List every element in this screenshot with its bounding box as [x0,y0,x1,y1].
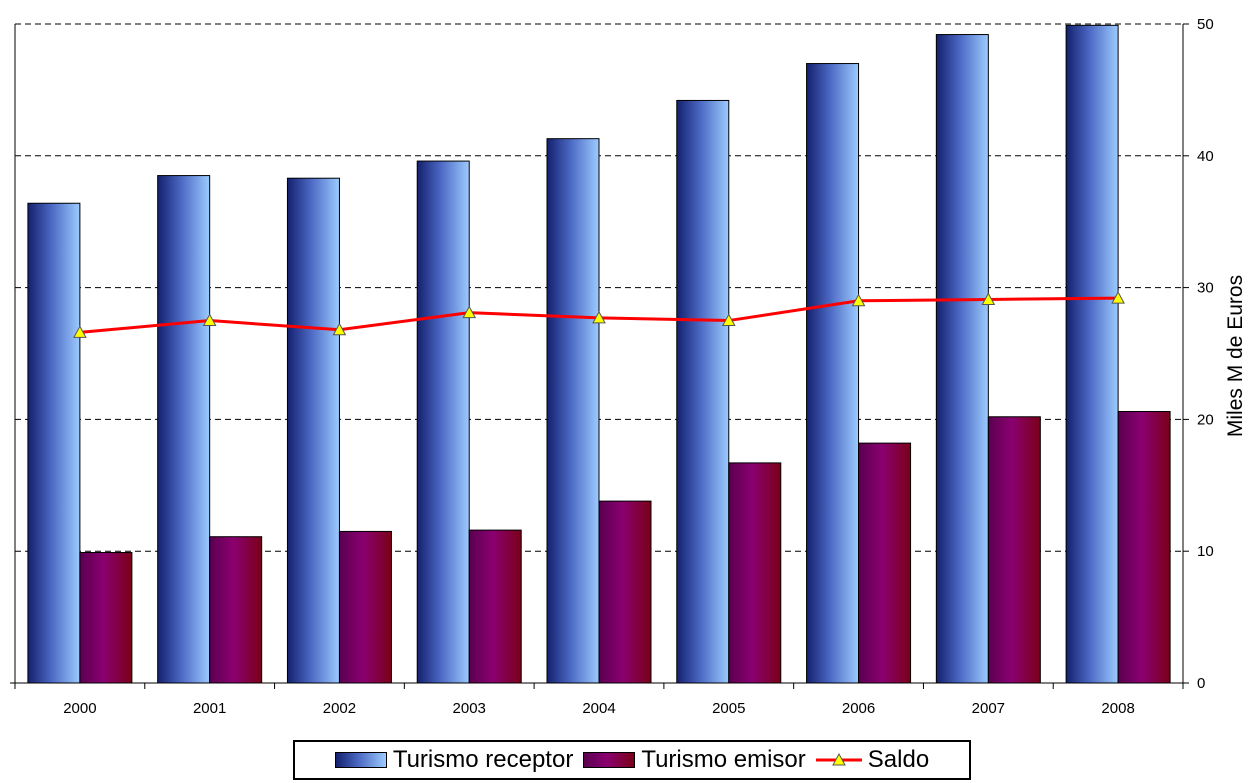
bars [27,24,1171,684]
x-tick-label-2004: 2004 [582,700,615,717]
saldo-line-layer [73,291,1125,338]
legend-label-receptor: Turismo receptor [392,746,574,773]
bar-receptor-2001 [157,175,211,684]
x-tick-label-2008: 2008 [1101,700,1134,717]
bar-receptor-2003 [416,160,470,684]
legend-item-saldo: Saldo [815,746,930,774]
x-tick-label-2003: 2003 [453,700,486,717]
bar-receptor-2008 [1065,24,1119,684]
y-tick-label-40: 40 [1197,148,1214,165]
bar-receptor-2007 [935,34,989,684]
bar-receptor-2002 [286,177,340,684]
y-axis-label: Miles M de Euros [1224,275,1247,437]
bar-receptor-2000 [27,202,81,684]
y-tick-label-10: 10 [1197,543,1214,560]
legend-label-saldo: Saldo [867,746,930,773]
x-tick-label-2005: 2005 [712,700,745,717]
saldo-point-2008 [1111,291,1125,304]
x-tick-label-2001: 2001 [193,700,226,717]
legend-swatch-emisor [583,752,636,768]
saldo-point-2003 [462,305,477,319]
bar-emisor-2002 [338,530,392,684]
legend: Turismo receptor Turismo emisor Saldo [293,740,971,780]
bar-receptor-2006 [806,63,860,684]
legend-item-receptor: Turismo receptor [334,746,574,774]
bar-receptor-2005 [676,99,730,684]
bar-emisor-2006 [858,442,912,684]
x-tick-label-2000: 2000 [63,700,96,717]
bar-emisor-2007 [987,416,1041,684]
bar-emisor-2003 [468,529,522,684]
bar-receptor-2004 [546,138,600,684]
bar-emisor-2005 [728,462,782,684]
saldo-point-2002 [332,322,347,336]
legend-swatch-saldo [815,752,862,766]
x-tick-label-2002: 2002 [323,700,356,717]
saldo-point-2000 [73,325,87,338]
x-tick-label-2007: 2007 [972,700,1005,717]
axes [10,23,1189,689]
y-tick-label-20: 20 [1197,411,1214,428]
bar-emisor-2004 [598,500,652,684]
bar-emisor-2008 [1117,410,1171,684]
x-tick-label-2006: 2006 [842,700,875,717]
saldo-point-2001 [202,313,217,327]
saldo-point-2006 [851,293,866,307]
saldo-point-2004 [592,310,606,324]
bar-emisor-2001 [209,536,263,684]
tick-labels: 0 10 20 30 40 50 2000 2001 2002 2003 2004 2005 2006 2… [63,16,1213,717]
saldo-point-2005 [721,313,736,327]
y-tick-label-30: 30 [1197,280,1214,297]
y-tick-label-0: 0 [1197,675,1205,692]
legend-label-emisor: Turismo emisor [641,746,806,773]
legend-swatch-receptor [334,752,387,768]
saldo-point-2007 [981,292,996,305]
bar-emisor-2000 [79,552,133,684]
y-tick-label-50: 50 [1197,16,1214,33]
legend-item-emisor: Turismo emisor [583,746,806,774]
